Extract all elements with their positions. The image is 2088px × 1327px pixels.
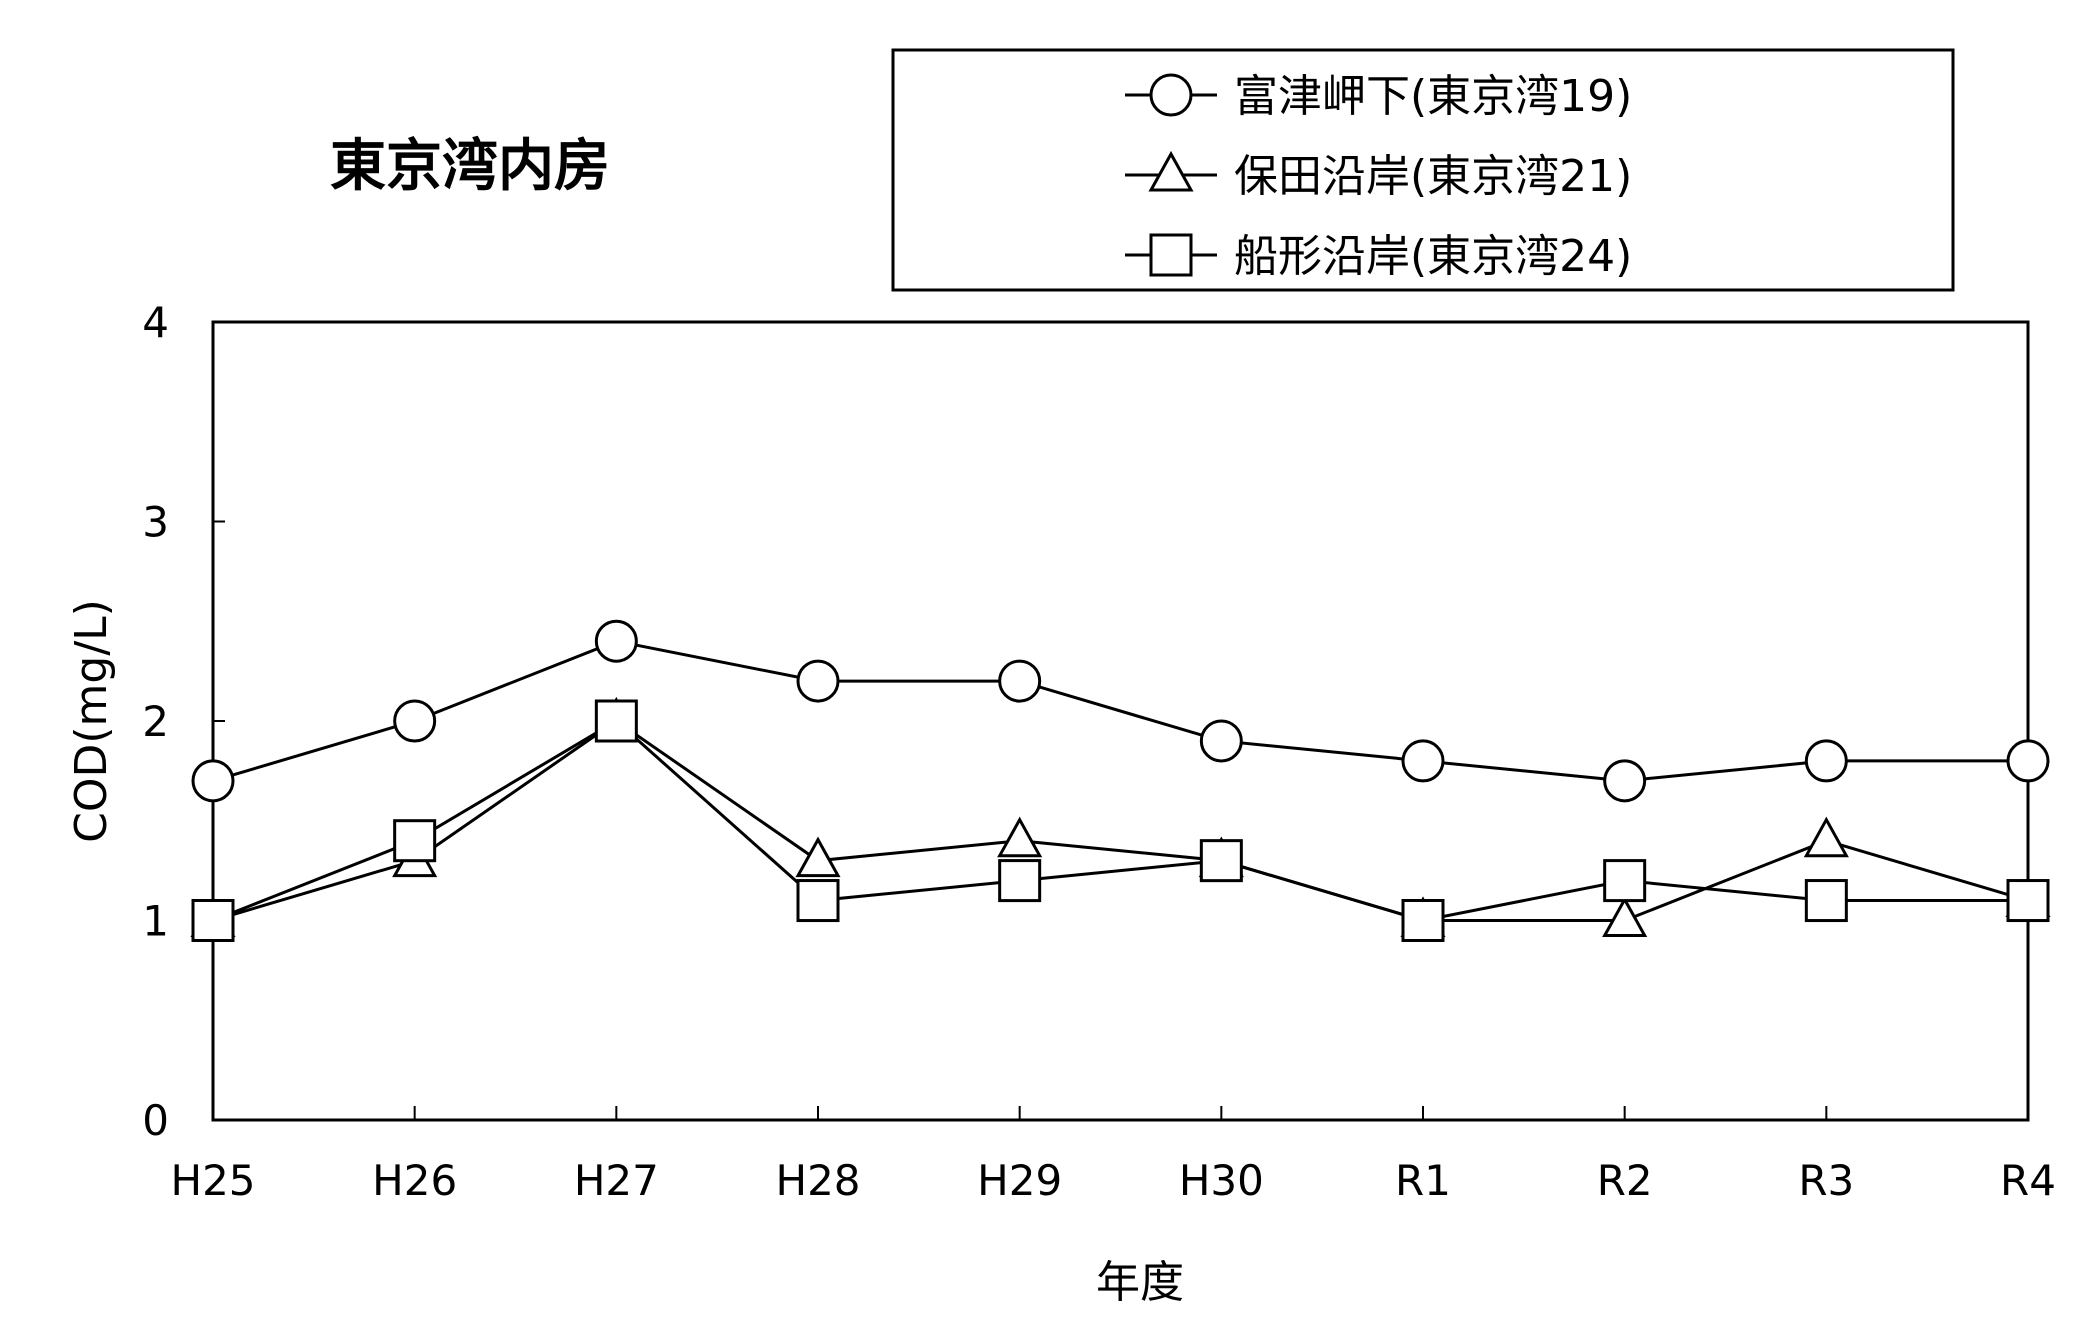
data-point-circle xyxy=(998,659,1042,703)
series-square xyxy=(191,699,2050,942)
data-point-square xyxy=(998,859,1042,903)
x-tick-label: H27 xyxy=(574,1156,659,1205)
legend-label: 保田沿岸(東京湾21) xyxy=(1234,151,1632,202)
data-point-square xyxy=(594,699,638,743)
series-line xyxy=(212,719,2029,922)
data-point-circle xyxy=(191,759,235,803)
legend-marker-triangle xyxy=(1148,150,1194,192)
series-circle xyxy=(191,619,2050,803)
legend-label: 富津岬下(東京湾19) xyxy=(1234,71,1632,122)
legend: 富津岬下(東京湾19) 保田沿岸(東京湾21) 船形沿岸(東京湾24) xyxy=(891,48,1955,292)
data-point-square xyxy=(393,819,437,863)
data-point-triangle xyxy=(997,816,1043,858)
legend-label: 船形沿岸(東京湾24) xyxy=(1234,231,1632,282)
y-tick-label: 4 xyxy=(142,298,169,347)
y-tick-label: 0 xyxy=(142,1096,169,1145)
chart-title: 東京湾内房 xyxy=(330,134,610,199)
x-tick-label: R3 xyxy=(1798,1156,1854,1205)
data-point-square xyxy=(2006,879,2050,923)
x-tick-label: R4 xyxy=(2000,1156,2056,1205)
legend-item: 船形沿岸(東京湾24) xyxy=(1125,231,1632,282)
data-point-square xyxy=(191,899,235,942)
data-point-circle xyxy=(2006,739,2050,783)
y-axis: 0 1 2 3 4 xyxy=(142,298,225,1145)
legend-box xyxy=(891,48,1955,292)
data-point-circle xyxy=(1401,739,1445,783)
data-point-triangle xyxy=(1803,816,1849,858)
x-tick-label: H25 xyxy=(170,1156,255,1205)
x-tick-label: H29 xyxy=(977,1156,1062,1205)
data-point-square xyxy=(1804,879,1848,923)
data-point-triangle xyxy=(1602,896,1648,937)
x-axis: H25 H26 H27 H28 H29 H30 R1 R2 R3 R4 xyxy=(170,1106,2056,1205)
x-tick-label: R2 xyxy=(1597,1156,1653,1205)
data-point-triangle xyxy=(795,836,841,878)
data-point-square xyxy=(1401,899,1445,942)
x-axis-label: 年度 xyxy=(1096,1257,1184,1308)
data-point-square xyxy=(1199,839,1243,883)
data-point-circle xyxy=(796,659,840,703)
x-tick-label: H26 xyxy=(372,1156,457,1205)
data-point-circle xyxy=(1804,739,1848,783)
legend-marker-circle xyxy=(1149,73,1193,117)
plot-area xyxy=(211,320,2030,1122)
series-triangle xyxy=(190,696,2051,937)
x-tick-label: H28 xyxy=(775,1156,860,1205)
y-tick-label: 2 xyxy=(142,697,169,746)
data-point-circle xyxy=(594,619,638,663)
y-tick-label: 3 xyxy=(142,498,169,547)
legend-item: 保田沿岸(東京湾21) xyxy=(1125,150,1632,202)
legend-item: 富津岬下(東京湾19) xyxy=(1125,71,1632,122)
y-tick-label: 1 xyxy=(142,897,169,946)
legend-marker-square xyxy=(1149,233,1193,277)
data-point-square xyxy=(1603,859,1647,903)
series-line xyxy=(212,719,2028,923)
series-layer xyxy=(190,619,2051,942)
data-point-circle xyxy=(1603,759,1647,803)
data-point-circle xyxy=(393,699,437,743)
x-tick-label: R1 xyxy=(1395,1156,1451,1205)
data-point-square xyxy=(796,879,840,923)
data-point-circle xyxy=(1199,719,1243,763)
x-tick-label: H30 xyxy=(1179,1156,1264,1205)
series-line xyxy=(212,639,2028,783)
y-axis-label: COD(mg/L) xyxy=(66,599,117,843)
